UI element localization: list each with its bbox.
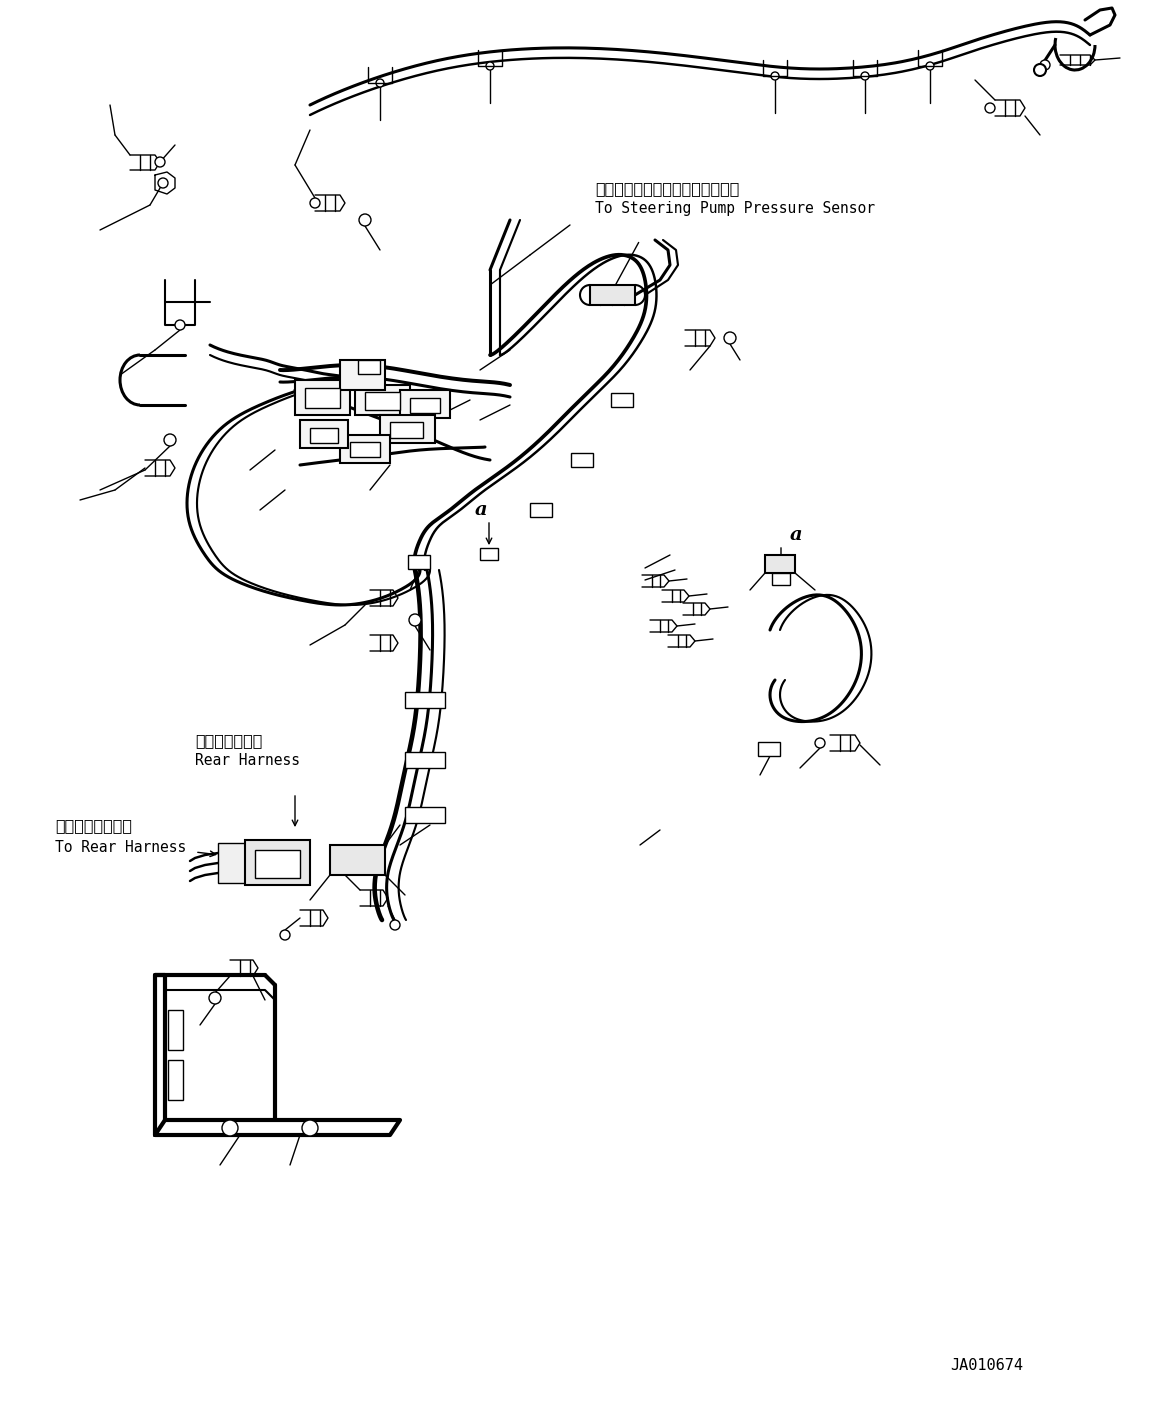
Bar [765, 555, 795, 573]
Text: To Steering Pump Pressure Sensor: To Steering Pump Pressure Sensor [595, 200, 875, 216]
Bar [530, 503, 552, 517]
Text: Rear Harness: Rear Harness [195, 753, 300, 768]
Bar [300, 421, 348, 449]
Circle shape [618, 395, 626, 404]
Bar [405, 751, 445, 768]
Bar [571, 453, 593, 467]
Circle shape [926, 62, 934, 70]
Circle shape [280, 930, 290, 939]
Bar [772, 573, 790, 585]
Circle shape [771, 72, 779, 80]
Circle shape [209, 993, 221, 1004]
Bar [358, 360, 380, 374]
Bar [758, 742, 780, 756]
Bar [255, 850, 300, 878]
Bar [365, 393, 400, 409]
Text: JA010674: JA010674 [950, 1359, 1023, 1373]
Circle shape [485, 550, 493, 558]
Bar [380, 415, 435, 443]
Circle shape [390, 920, 400, 930]
Bar [405, 693, 445, 708]
Circle shape [415, 558, 423, 566]
Text: a: a [475, 501, 487, 519]
Bar [405, 808, 445, 823]
Bar [340, 435, 390, 463]
Circle shape [1040, 60, 1050, 70]
Circle shape [985, 102, 996, 114]
Circle shape [164, 435, 176, 446]
Bar [400, 390, 450, 418]
Bar [305, 388, 340, 408]
Bar [167, 1060, 183, 1101]
Circle shape [174, 320, 185, 329]
Circle shape [351, 854, 363, 866]
Circle shape [311, 198, 320, 207]
Circle shape [775, 564, 785, 573]
Circle shape [409, 614, 421, 627]
Circle shape [815, 737, 825, 749]
Circle shape [777, 575, 785, 583]
Bar [330, 845, 385, 875]
Text: リヤーハーネスへ: リヤーハーネスへ [55, 817, 131, 833]
Bar [340, 360, 385, 390]
Bar [480, 548, 498, 559]
Circle shape [376, 79, 384, 87]
Text: a: a [790, 526, 802, 544]
Circle shape [158, 178, 167, 188]
Bar [411, 398, 440, 414]
Bar [355, 386, 411, 415]
Circle shape [155, 157, 165, 167]
Circle shape [222, 1120, 238, 1136]
Circle shape [1034, 64, 1046, 76]
Bar [611, 393, 633, 407]
Circle shape [302, 1120, 317, 1136]
Text: リヤーハーネス: リヤーハーネス [195, 733, 263, 749]
Bar [408, 555, 430, 569]
Bar [167, 1009, 183, 1050]
Bar [217, 843, 248, 883]
Circle shape [359, 215, 371, 226]
Text: To Rear Harness: To Rear Harness [55, 840, 186, 855]
Circle shape [578, 456, 586, 464]
Bar [311, 428, 338, 443]
Bar [350, 442, 380, 457]
Bar [245, 840, 311, 885]
Text: ステアリングポンプ圧力センサへ: ステアリングポンプ圧力センサへ [595, 181, 740, 196]
Circle shape [365, 363, 373, 372]
Circle shape [861, 72, 869, 80]
Bar [390, 422, 423, 437]
Bar [295, 380, 350, 415]
Circle shape [725, 332, 736, 343]
Circle shape [537, 506, 545, 515]
Bar [590, 285, 635, 306]
Circle shape [486, 62, 494, 70]
